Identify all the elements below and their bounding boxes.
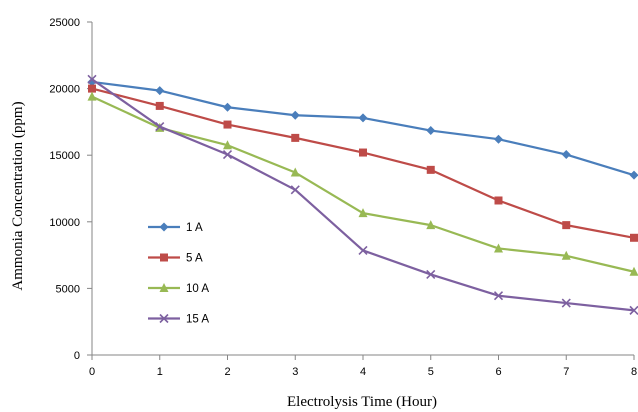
y-tick-label: 25000 [49,17,80,29]
data-point-1a [494,134,503,144]
data-point-5a [630,233,638,242]
data-point-1a [290,110,300,120]
data-point-15a [222,149,233,160]
y-tick-label: 10000 [49,217,80,229]
data-point-1a [358,113,368,123]
data-point-1a [223,102,232,112]
x-tick-label: 7 [563,366,569,378]
x-tick-label: 6 [495,366,501,378]
data-point-15a [561,298,571,308]
data-point-15a [87,74,97,84]
legend-marker [159,283,169,292]
legend-label: 1 A [186,222,203,234]
legend-marker [159,313,169,324]
data-point-5a [426,165,435,174]
data-point-10a [426,220,436,230]
legend-item-1a: 1 A [148,222,203,234]
data-point-5a [291,133,300,142]
data-point-5a [223,120,232,129]
data-point-10a [629,266,638,276]
series-5a [88,84,638,242]
series-group [87,74,638,315]
x-tick-label: 8 [631,366,637,378]
x-tick-label: 4 [360,366,366,378]
x-tick-label: 5 [428,366,434,378]
x-tick-label: 1 [157,366,163,378]
data-point-15a [155,121,165,132]
data-point-15a [290,185,300,195]
x-tick-label: 0 [89,366,95,378]
data-point-1a [155,86,165,96]
legend-label: 5 A [186,253,203,265]
x-tick-label: 2 [224,366,230,378]
series-line-1a [91,80,635,177]
data-point-1a [629,170,638,180]
data-point-5a [494,196,503,205]
legend-item-10a: 10 A [148,283,209,295]
data-point-5a [562,221,571,230]
series-1a [87,77,638,180]
data-point-10a [87,91,97,101]
data-point-10a [223,140,232,150]
legend-label: 10 A [186,283,209,295]
data-point-5a [155,101,164,110]
data-point-10a [494,243,503,253]
data-point-10a [358,208,368,218]
legend-item-5a: 5 A [148,253,203,265]
data-point-1a [561,150,571,160]
y-tick-label: 15000 [49,150,80,162]
y-axis-title: Ammonia Concentration (ppm) [10,101,26,290]
data-point-15a [426,269,436,279]
data-point-5a [359,148,367,157]
legend-marker [160,253,168,262]
legend-marker [159,222,169,232]
y-tick-labels: 0 5000 10000 15000 20000 25000 [49,17,80,362]
data-point-15a [493,291,504,301]
x-tick-labels: 0 1 2 3 4 5 6 7 8 [89,366,637,378]
legend: 1 A 5 A 10 A 15 A [148,222,209,326]
data-point-5a [88,84,96,93]
x-axis-title: Electrolysis Time (Hour) [287,394,437,410]
data-point-15a [358,245,368,256]
y-tick-label: 20000 [49,84,80,96]
axes [87,21,635,360]
series-15a [87,74,638,315]
legend-item-15a: 15 A [148,314,209,326]
y-tick-label: 0 [74,350,80,362]
series-line-10a [91,95,635,273]
data-point-10a [290,167,300,177]
data-point-10a [561,250,571,260]
legend-label: 15 A [186,314,209,326]
data-point-1a [426,126,436,136]
data-point-15a [629,305,638,315]
x-tick-label: 3 [292,366,298,378]
y-tick-label: 5000 [56,283,80,295]
